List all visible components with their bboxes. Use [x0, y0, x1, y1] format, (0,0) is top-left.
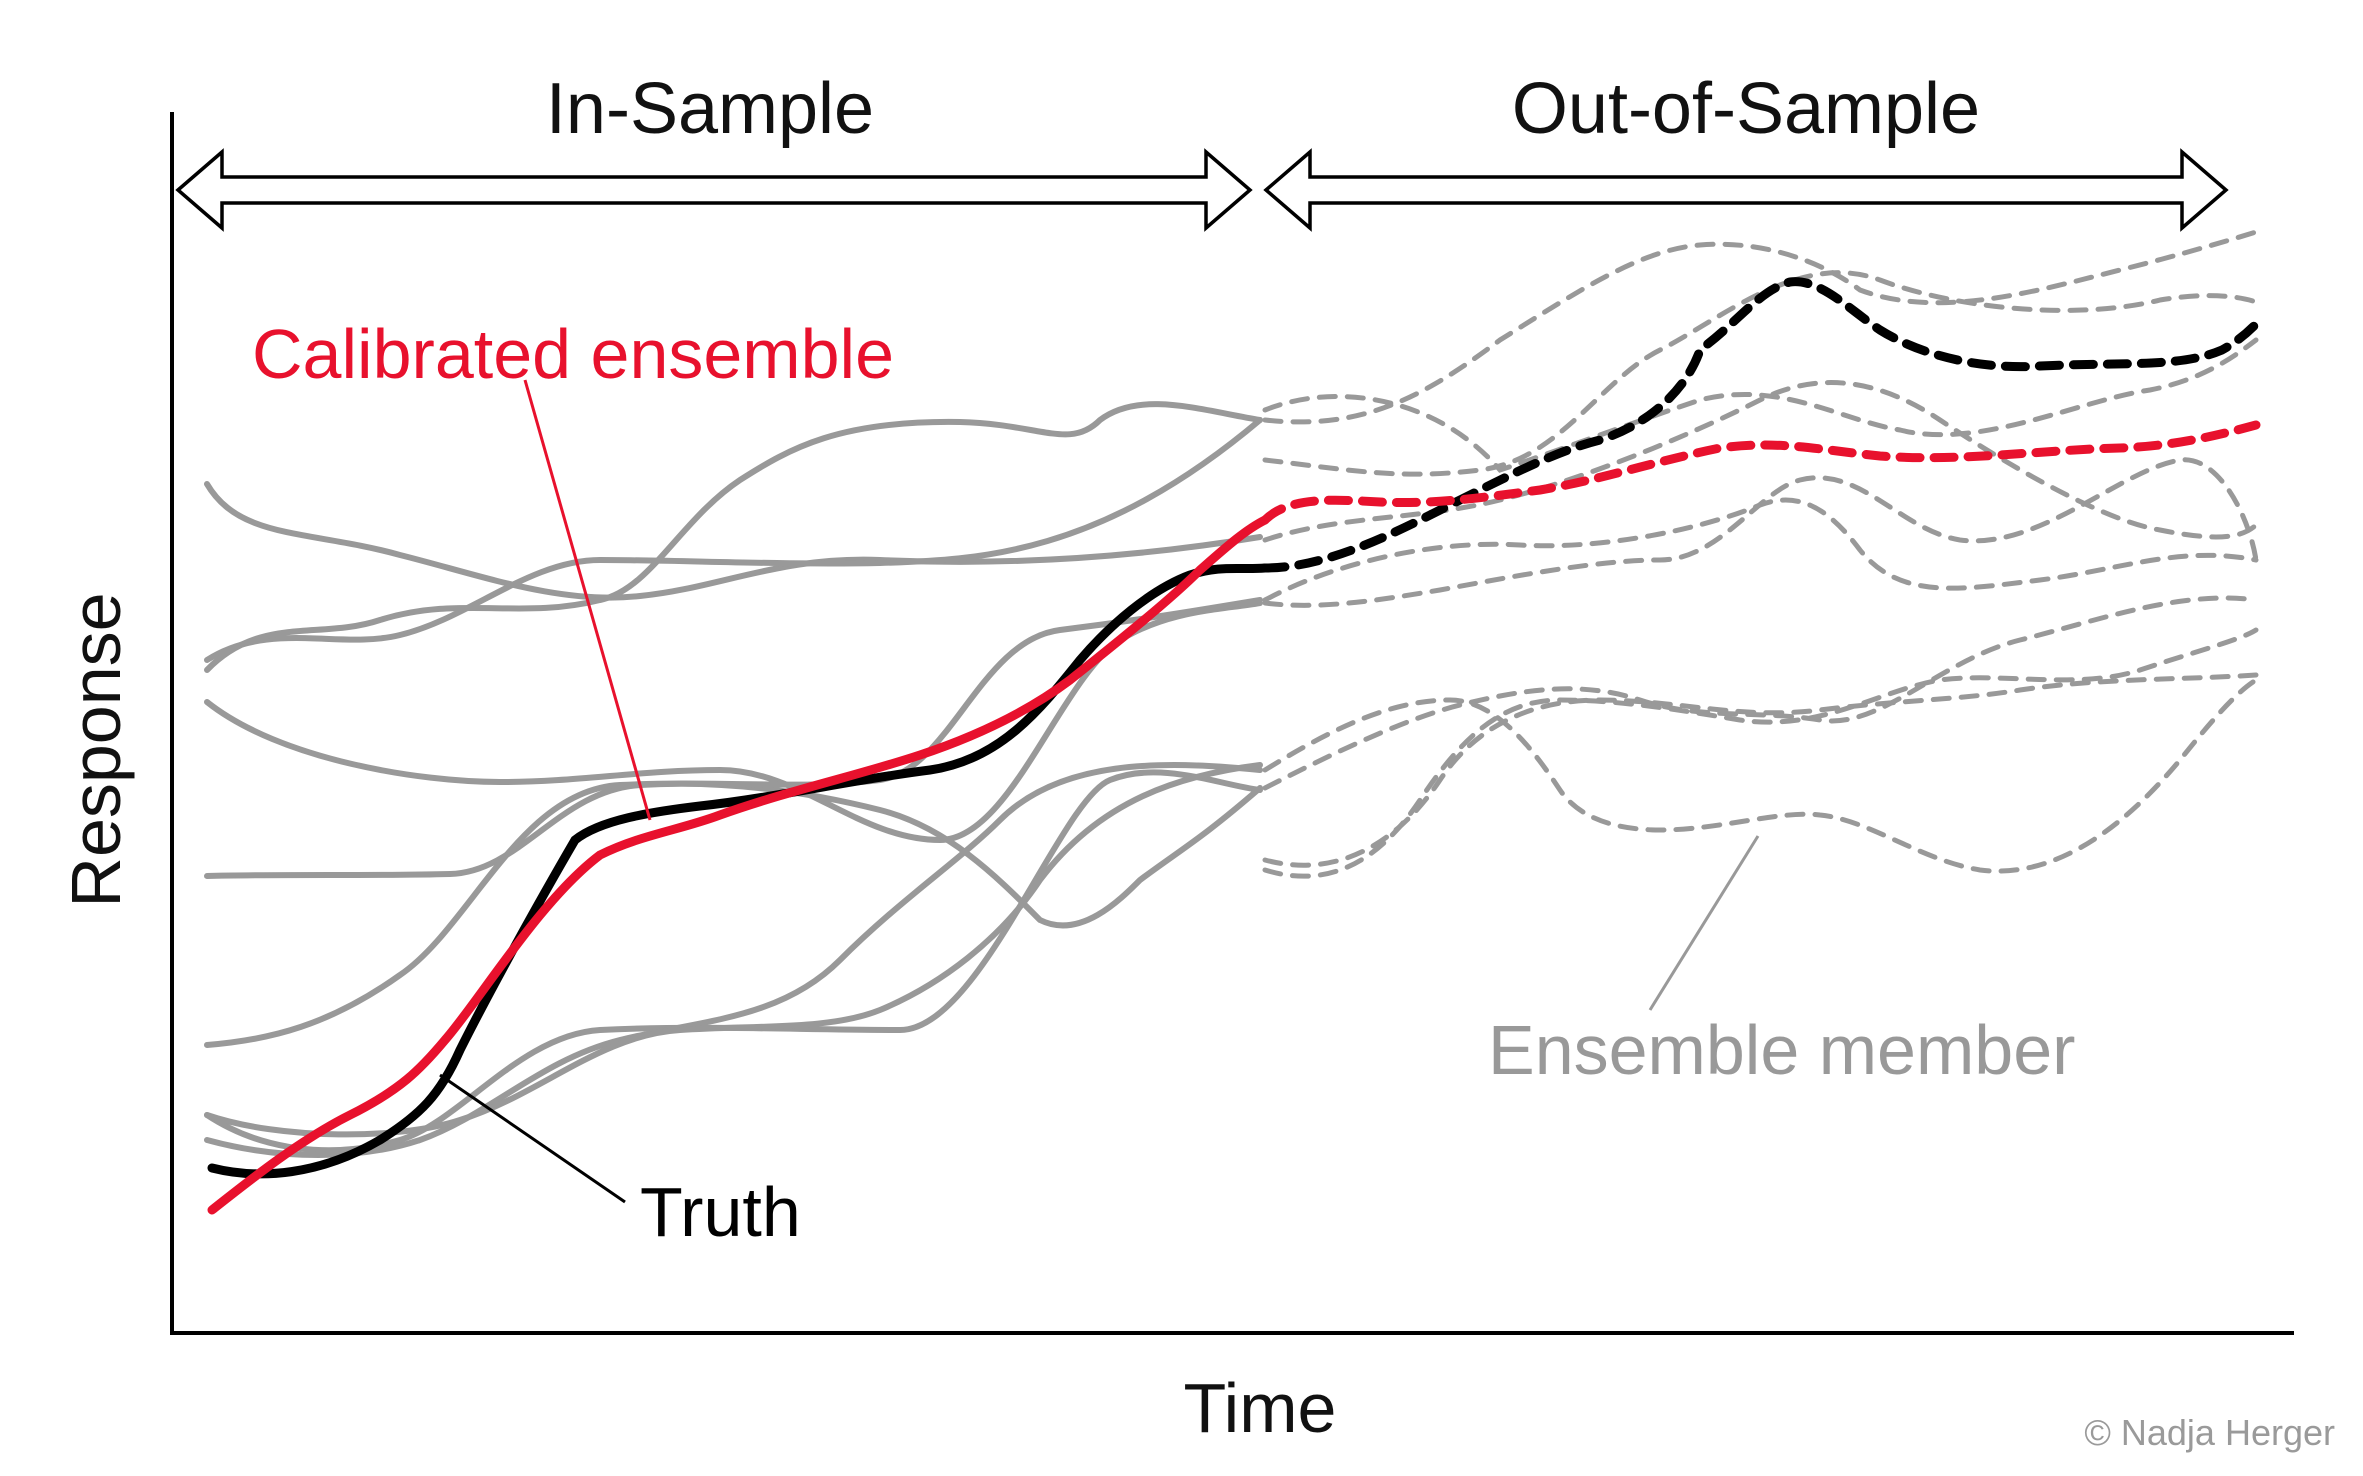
- ensemble-member-dashed: [1262, 337, 2259, 473]
- truth-label: Truth: [640, 1173, 801, 1251]
- calibrated-ensemble-line: [207, 515, 1270, 1215]
- copyright-credit: © Nadja Herger: [2084, 1412, 2335, 1453]
- ensemble-member-dashed: [1262, 380, 2259, 543]
- ensemble-member-dashed: [1262, 497, 2259, 603]
- truth-line: [207, 563, 1270, 1179]
- truth-series: [207, 277, 2261, 1179]
- in-sample-label: In-Sample: [546, 69, 874, 149]
- x-axis-label: Time: [1184, 1369, 1337, 1447]
- ensemble-member-dashed: [1262, 595, 2259, 791]
- period-arrows: [175, 148, 2229, 232]
- ensemble-member-dashed: [1262, 677, 2259, 874]
- ensemble-member-dashed: [1262, 672, 2259, 868]
- ensemble-member-line: [204, 401, 1263, 673]
- ensemble-member-line: [204, 417, 1263, 663]
- ensemble-leader-line: [523, 379, 652, 821]
- calibrated-ensemble-label: Calibrated ensemble: [252, 315, 894, 393]
- axes: [170, 112, 2294, 1335]
- truth-line-forecast: [1260, 277, 2261, 573]
- out-of-sample-members: [1262, 229, 2259, 879]
- ensemble-member-line: [204, 780, 1263, 929]
- calibrated-ensemble-series: [207, 420, 2261, 1215]
- in-sample-arrow: [175, 148, 1253, 232]
- member-leader-line: [1648, 835, 1760, 1011]
- truth-leader-line: [439, 1073, 626, 1204]
- leader-lines: [439, 379, 1760, 1204]
- ensemble-member-line: [204, 762, 1263, 1138]
- ensemble-member-label: Ensemble member: [1488, 1011, 2075, 1089]
- ensemble-member-line: [204, 762, 1263, 1158]
- out-of-sample-arrow: [1263, 148, 2229, 232]
- ensemble-member-dashed: [1262, 229, 2259, 425]
- y-axis-label: Response: [57, 592, 135, 907]
- ensemble-member-line: [204, 481, 1263, 601]
- out-of-sample-label: Out-of-Sample: [1512, 69, 1980, 149]
- ensemble-member-dashed: [1262, 270, 2259, 477]
- ensemble-member-dashed: [1262, 457, 2259, 608]
- ensemble-member-dashed: [1262, 627, 2259, 879]
- ensemble-member-line: [204, 769, 1263, 1154]
- ensemble-member-line: [204, 597, 1263, 1048]
- in-sample-members: [204, 401, 1263, 1158]
- calibrated-ensemble-line-forecast: [1260, 420, 2261, 525]
